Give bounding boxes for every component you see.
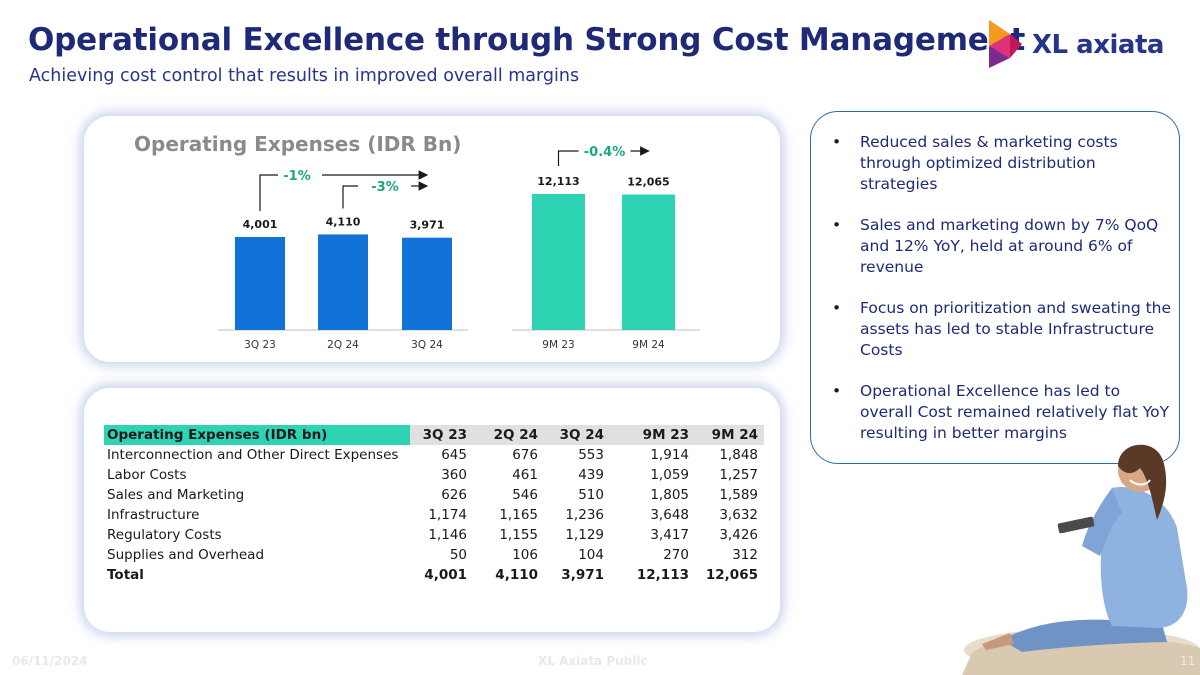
table-cell: 1,165 bbox=[473, 505, 544, 525]
table-cell: 3,648 bbox=[610, 505, 695, 525]
table-cell: 1,129 bbox=[544, 525, 610, 545]
highlight-item: • Sales and marketing down by 7% QoQ and … bbox=[832, 215, 1172, 278]
row-label: Supplies and Overhead bbox=[104, 545, 410, 565]
highlight-item: • Reduced sales & marketing costs through… bbox=[832, 132, 1172, 195]
table-cell: 553 bbox=[544, 445, 610, 465]
operating-expenses-table: Operating Expenses (IDR bn) 3Q 23 2Q 24 … bbox=[104, 425, 764, 585]
footer-classification: XL Axiata Public bbox=[538, 654, 648, 668]
table-cell: 12,065 bbox=[695, 565, 764, 585]
highlight-text: Reduced sales & marketing costs through … bbox=[860, 133, 1118, 193]
table-cell: 4,001 bbox=[410, 565, 473, 585]
page-title: Operational Excellence through Strong Co… bbox=[28, 22, 1025, 58]
table-cell: 461 bbox=[473, 465, 544, 485]
highlight-text: Focus on prioritization and sweating the… bbox=[860, 299, 1171, 359]
table-cell: 1,589 bbox=[695, 485, 764, 505]
column-header: Operating Expenses (IDR bn) bbox=[104, 425, 410, 445]
column-header: 2Q 24 bbox=[473, 425, 544, 445]
table-cell: 4,110 bbox=[473, 565, 544, 585]
highlight-text: Sales and marketing down by 7% QoQ and 1… bbox=[860, 216, 1158, 276]
highlights-list: • Reduced sales & marketing costs through… bbox=[832, 132, 1172, 464]
table-header-row: Operating Expenses (IDR bn) 3Q 23 2Q 24 … bbox=[104, 425, 764, 445]
page-number: 11 bbox=[1180, 654, 1195, 668]
table-cell: 1,848 bbox=[695, 445, 764, 465]
table-row: Labor Costs 360 461 439 1,059 1,257 bbox=[104, 465, 764, 485]
footer-date: 06/11/2024 bbox=[12, 654, 88, 668]
row-label: Interconnection and Other Direct Expense… bbox=[104, 445, 410, 465]
table-row: Sales and Marketing 626 546 510 1,805 1,… bbox=[104, 485, 764, 505]
table-cell: 360 bbox=[410, 465, 473, 485]
column-header: 3Q 24 bbox=[544, 425, 610, 445]
table-cell: 104 bbox=[544, 545, 610, 565]
table-cell: 3,632 bbox=[695, 505, 764, 525]
column-header: 3Q 23 bbox=[410, 425, 473, 445]
table-row: Supplies and Overhead 50 106 104 270 312 bbox=[104, 545, 764, 565]
table-cell: 626 bbox=[410, 485, 473, 505]
row-label: Regulatory Costs bbox=[104, 525, 410, 545]
table-cell: 510 bbox=[544, 485, 610, 505]
row-label: Total bbox=[104, 565, 410, 585]
table-cell: 1,174 bbox=[410, 505, 473, 525]
row-label: Infrastructure bbox=[104, 505, 410, 525]
table-cell: 676 bbox=[473, 445, 544, 465]
table-row: Interconnection and Other Direct Expense… bbox=[104, 445, 764, 465]
highlight-item: • Focus on prioritization and sweating th… bbox=[832, 298, 1172, 361]
bullet-dot: • bbox=[832, 298, 841, 319]
table-row: Regulatory Costs 1,146 1,155 1,129 3,417… bbox=[104, 525, 764, 545]
table-cell: 12,113 bbox=[610, 565, 695, 585]
bullet-dot: • bbox=[832, 381, 841, 402]
table-cell: 546 bbox=[473, 485, 544, 505]
bullet-dot: • bbox=[832, 215, 841, 236]
table-cell: 270 bbox=[610, 545, 695, 565]
chart-title: Operating Expenses (IDR Bn) bbox=[134, 132, 461, 156]
table-total-row: Total 4,001 4,110 3,971 12,113 12,065 bbox=[104, 565, 764, 585]
table-cell: 439 bbox=[544, 465, 610, 485]
table-cell: 3,426 bbox=[695, 525, 764, 545]
row-label: Sales and Marketing bbox=[104, 485, 410, 505]
page-subtitle: Achieving cost control that results in i… bbox=[29, 66, 579, 86]
bullet-dot: • bbox=[832, 132, 841, 153]
table-cell: 645 bbox=[410, 445, 473, 465]
column-header: 9M 23 bbox=[610, 425, 695, 445]
table-cell: 1,059 bbox=[610, 465, 695, 485]
table-cell: 1,257 bbox=[695, 465, 764, 485]
logo-wordmark: XL axiata bbox=[1032, 30, 1164, 60]
table-cell: 3,417 bbox=[610, 525, 695, 545]
row-label: Labor Costs bbox=[104, 465, 410, 485]
table-row: Infrastructure 1,174 1,165 1,236 3,648 3… bbox=[104, 505, 764, 525]
table-cell: 1,146 bbox=[410, 525, 473, 545]
column-header: 9M 24 bbox=[695, 425, 764, 445]
table-cell: 312 bbox=[695, 545, 764, 565]
table-cell: 3,971 bbox=[544, 565, 610, 585]
table-cell: 1,914 bbox=[610, 445, 695, 465]
table-cell: 106 bbox=[473, 545, 544, 565]
woman-with-tablet-image bbox=[962, 428, 1200, 675]
table-cell: 50 bbox=[410, 545, 473, 565]
table-cell: 1,236 bbox=[544, 505, 610, 525]
table-cell: 1,805 bbox=[610, 485, 695, 505]
table-cell: 1,155 bbox=[473, 525, 544, 545]
